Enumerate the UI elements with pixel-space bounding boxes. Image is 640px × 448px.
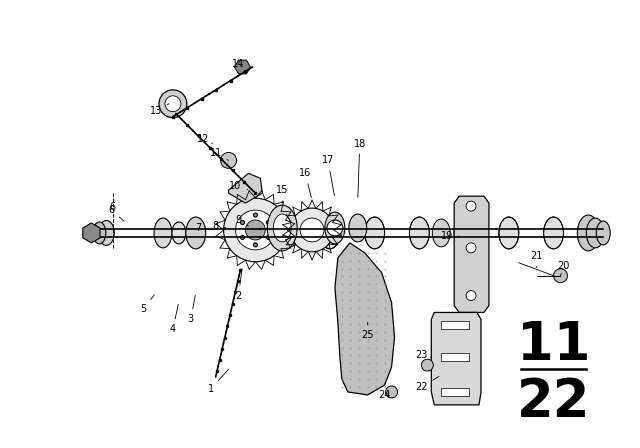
Polygon shape (234, 60, 250, 74)
Ellipse shape (365, 217, 385, 249)
Text: 7: 7 (196, 223, 213, 233)
Text: 4: 4 (170, 304, 179, 334)
Circle shape (266, 220, 270, 224)
Circle shape (266, 236, 270, 239)
Text: 14: 14 (232, 59, 244, 69)
Circle shape (554, 269, 568, 283)
Polygon shape (335, 243, 394, 395)
Text: 23: 23 (415, 350, 431, 360)
Ellipse shape (172, 222, 186, 244)
Text: 11: 11 (209, 148, 228, 160)
Ellipse shape (93, 222, 106, 244)
Ellipse shape (432, 219, 450, 247)
Bar (441, 388, 469, 396)
Ellipse shape (154, 218, 172, 248)
Bar (441, 353, 469, 361)
Circle shape (241, 220, 244, 224)
Circle shape (466, 201, 476, 211)
Ellipse shape (410, 217, 429, 249)
Text: 10: 10 (229, 181, 248, 191)
Circle shape (466, 291, 476, 301)
Polygon shape (83, 223, 100, 243)
Ellipse shape (499, 217, 519, 249)
Ellipse shape (99, 220, 115, 246)
Polygon shape (454, 196, 489, 312)
Text: 22: 22 (516, 376, 590, 428)
Circle shape (221, 152, 237, 168)
Circle shape (236, 210, 275, 250)
Ellipse shape (325, 212, 345, 244)
Circle shape (300, 218, 324, 242)
Text: 11: 11 (516, 319, 590, 371)
Ellipse shape (596, 221, 610, 245)
Ellipse shape (349, 214, 367, 242)
Circle shape (385, 386, 397, 398)
Ellipse shape (268, 205, 297, 251)
Circle shape (290, 208, 334, 252)
Text: 18: 18 (354, 138, 366, 198)
Text: 8: 8 (212, 221, 226, 231)
Ellipse shape (273, 214, 291, 242)
Text: 2: 2 (236, 268, 242, 301)
Ellipse shape (454, 217, 474, 249)
Ellipse shape (320, 217, 340, 249)
Text: 12: 12 (196, 134, 212, 143)
Text: 3: 3 (188, 295, 195, 324)
Ellipse shape (577, 215, 599, 251)
Circle shape (253, 213, 257, 217)
Text: 15: 15 (276, 185, 289, 203)
Ellipse shape (186, 217, 205, 249)
Ellipse shape (586, 218, 604, 248)
Text: 20: 20 (557, 261, 570, 276)
Circle shape (165, 96, 181, 112)
Circle shape (327, 220, 343, 236)
Ellipse shape (281, 219, 299, 247)
Text: 17: 17 (322, 155, 335, 195)
Circle shape (253, 243, 257, 247)
Circle shape (466, 243, 476, 253)
Circle shape (159, 90, 187, 118)
Bar (441, 321, 469, 329)
Text: 21: 21 (531, 251, 543, 268)
Ellipse shape (577, 219, 595, 247)
Ellipse shape (543, 217, 563, 249)
Text: 6: 6 (109, 202, 115, 212)
Text: 13: 13 (150, 104, 169, 116)
Text: 9: 9 (236, 215, 248, 226)
Circle shape (421, 359, 433, 371)
Text: 22: 22 (415, 376, 439, 392)
Circle shape (223, 198, 287, 262)
Circle shape (246, 220, 266, 240)
Text: 19: 19 (441, 231, 459, 241)
Text: 16: 16 (299, 168, 311, 198)
Polygon shape (431, 312, 481, 405)
Text: 5: 5 (140, 295, 154, 314)
Circle shape (241, 236, 244, 239)
Polygon shape (228, 173, 262, 203)
Text: 1: 1 (207, 369, 228, 394)
Text: 6: 6 (108, 205, 124, 221)
Text: 25: 25 (362, 323, 374, 340)
Text: 24: 24 (378, 390, 391, 400)
